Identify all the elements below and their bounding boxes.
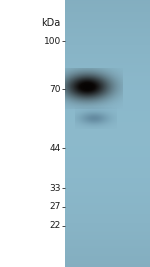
Text: 100: 100: [44, 37, 61, 46]
Text: kDa: kDa: [42, 18, 61, 28]
Text: 22: 22: [50, 221, 61, 230]
Text: 27: 27: [49, 202, 61, 211]
Text: 70: 70: [49, 85, 61, 94]
Text: 33: 33: [49, 184, 61, 193]
Text: 44: 44: [50, 144, 61, 153]
